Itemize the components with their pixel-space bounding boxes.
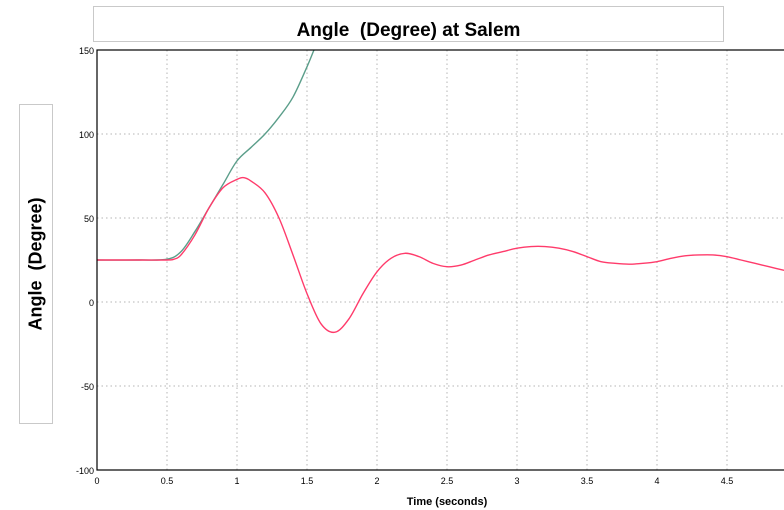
x-axis-label: Time (seconds) — [407, 496, 488, 508]
chart-title-box: Angle (Degree) at Salem — [93, 6, 724, 42]
y-tick-label: 50 — [84, 214, 94, 224]
y-axis-label-box: Angle (Degree) — [19, 104, 53, 424]
y-tick-label: 0 — [89, 298, 94, 308]
chart-title: Angle (Degree) at Salem — [296, 20, 521, 41]
x-tick-label: 1 — [234, 476, 239, 486]
x-tick-label: 0.5 — [161, 476, 174, 486]
y-tick-label: -100 — [76, 466, 94, 476]
x-tick-label: 2.5 — [441, 476, 454, 486]
x-tick-label: 4 — [654, 476, 659, 486]
x-tick-label: 1.5 — [301, 476, 314, 486]
x-tick-label: 3.5 — [581, 476, 594, 486]
grid-lines — [97, 50, 784, 470]
x-tick-label: 4.5 — [721, 476, 734, 486]
plot-lines — [97, 50, 784, 334]
x-tick-label: 3 — [514, 476, 519, 486]
y-tick-label: 100 — [79, 130, 94, 140]
x-tick-label: 0 — [94, 476, 99, 486]
x-tick-label: 2 — [374, 476, 379, 486]
y-tick-label: 150 — [79, 46, 94, 56]
y-tick-label: -50 — [81, 382, 94, 392]
plot-area-frame — [96, 49, 784, 471]
tick-labels: 0 0.5 1 1.5 2 2.5 3 3.5 4 4.5 150 100 50 0 -50 -100 — [76, 46, 733, 486]
series-line-1 — [97, 50, 315, 261]
series-line-2 — [97, 176, 784, 334]
